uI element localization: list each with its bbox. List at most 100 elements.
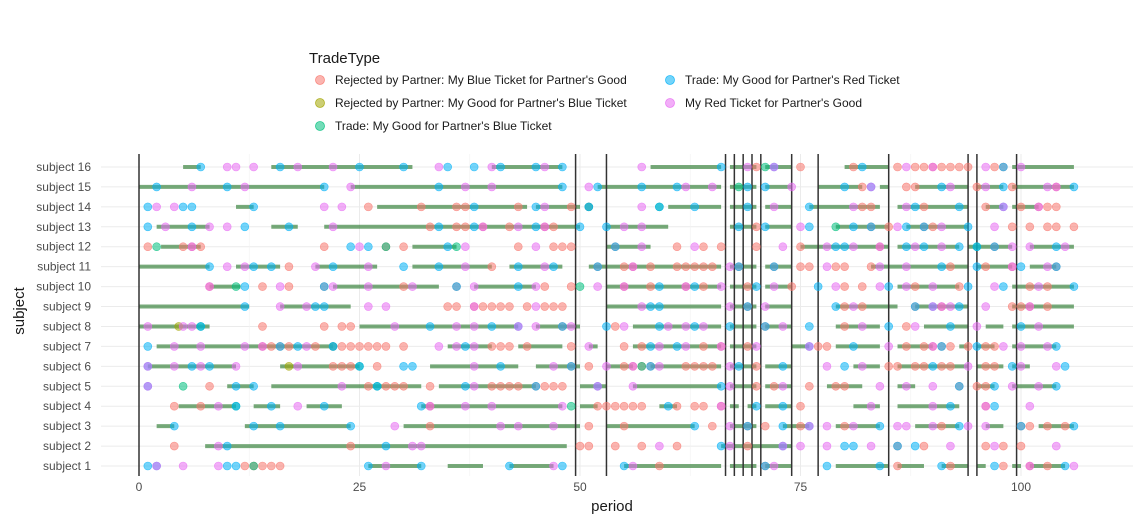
x-tick-label: 0 <box>136 480 143 494</box>
point-trg <box>725 262 735 271</box>
point-rbg <box>840 322 849 331</box>
y-tick-label: subject 9 <box>43 300 91 314</box>
point-tgr <box>1007 362 1017 371</box>
point-rbg <box>258 322 267 331</box>
point-trg <box>487 182 497 192</box>
point-trg <box>275 282 285 291</box>
point-rbg <box>946 362 955 371</box>
legend: TradeType Rejected by Partner: My Blue T… <box>309 50 900 133</box>
point-tgr <box>778 362 788 371</box>
point-trg <box>928 342 938 351</box>
point-tgr <box>954 242 964 252</box>
point-tgr <box>584 202 594 212</box>
point-rbg <box>425 222 435 232</box>
y-tick-label: subject 15 <box>36 180 91 194</box>
point-trg <box>328 222 338 232</box>
point-rbg <box>337 322 347 331</box>
point-rbg <box>558 381 567 391</box>
point-rbg <box>505 222 514 232</box>
point-trg <box>461 182 470 192</box>
point-trg <box>381 302 391 311</box>
point-tgr <box>734 262 744 271</box>
legend-label-tgr: Trade: My Good for Partner's Red Ticket <box>685 73 900 87</box>
point-tgr <box>760 182 770 192</box>
point-trg <box>584 182 594 192</box>
point-rbg <box>954 162 964 172</box>
point-trg <box>655 342 664 351</box>
point-tgr <box>558 182 567 192</box>
point-trg <box>628 381 638 391</box>
point-trg <box>469 302 479 311</box>
point-trg <box>390 322 400 331</box>
point-rbg <box>540 282 550 291</box>
point-trg <box>593 381 602 391</box>
point-tgr <box>734 222 744 232</box>
point-trg <box>1034 322 1043 331</box>
point-tgr <box>328 342 338 351</box>
point-rbg <box>284 262 294 271</box>
point-tgr <box>646 362 655 371</box>
point-trg <box>628 362 638 371</box>
point-rbg <box>928 222 938 232</box>
point-rbg <box>796 401 805 411</box>
point-trg <box>928 381 938 391</box>
point-tgr <box>928 362 938 371</box>
point-tgr <box>769 262 779 271</box>
point-trg <box>928 162 938 172</box>
point-trg <box>275 302 285 311</box>
point-rbg <box>399 242 408 252</box>
point-trg <box>990 441 999 451</box>
point-rbg <box>540 302 550 311</box>
point-rbg <box>699 362 708 371</box>
point-trg <box>619 322 629 331</box>
point-tgr <box>1016 421 1026 431</box>
point-rbg <box>443 302 453 311</box>
point-tgb <box>152 242 161 252</box>
point-trg <box>937 222 946 232</box>
point-rbg <box>196 401 206 411</box>
point-trg <box>946 441 955 451</box>
point-rbg <box>452 202 461 212</box>
point-tgr <box>655 322 664 331</box>
point-rbg <box>857 202 867 212</box>
point-trg <box>681 342 691 351</box>
point-trg <box>716 342 726 351</box>
point-trg <box>619 222 629 232</box>
point-rbg <box>311 342 320 351</box>
point-rbg <box>981 381 991 391</box>
legend-label-rgb: Rejected by Partner: My Good for Partner… <box>335 96 627 110</box>
point-trg <box>1016 342 1026 351</box>
point-rbg <box>840 421 849 431</box>
legend-label-rbg: Rejected by Partner: My Blue Ticket for … <box>335 73 627 87</box>
point-trg <box>902 262 911 271</box>
point-rbg <box>461 202 470 212</box>
point-tgr <box>1069 282 1079 291</box>
point-tgr <box>152 182 161 192</box>
point-tgr <box>558 461 567 471</box>
point-trg <box>311 262 320 271</box>
point-trg <box>187 322 197 331</box>
point-trg <box>540 262 550 271</box>
point-rbg <box>584 362 594 371</box>
point-trg <box>416 441 426 451</box>
point-tgr <box>778 421 788 431</box>
point-trg <box>637 202 647 212</box>
point-tgr <box>805 202 814 212</box>
point-rbg <box>1007 302 1017 311</box>
point-rbg <box>981 362 991 371</box>
point-tgr <box>275 342 285 351</box>
point-trg <box>319 202 329 212</box>
point-tgr <box>328 262 338 271</box>
point-rbg <box>707 362 717 371</box>
y-tick-label: subject 5 <box>43 379 91 393</box>
point-rbg <box>1016 202 1026 212</box>
point-trg <box>1025 242 1035 252</box>
point-trg <box>461 262 470 271</box>
point-rbg <box>425 421 435 431</box>
point-rbg <box>805 262 814 271</box>
point-rbg <box>513 381 523 391</box>
point-tgr <box>469 222 479 232</box>
point-trg <box>196 342 206 351</box>
point-trg <box>531 322 541 331</box>
point-tgr <box>831 242 841 252</box>
